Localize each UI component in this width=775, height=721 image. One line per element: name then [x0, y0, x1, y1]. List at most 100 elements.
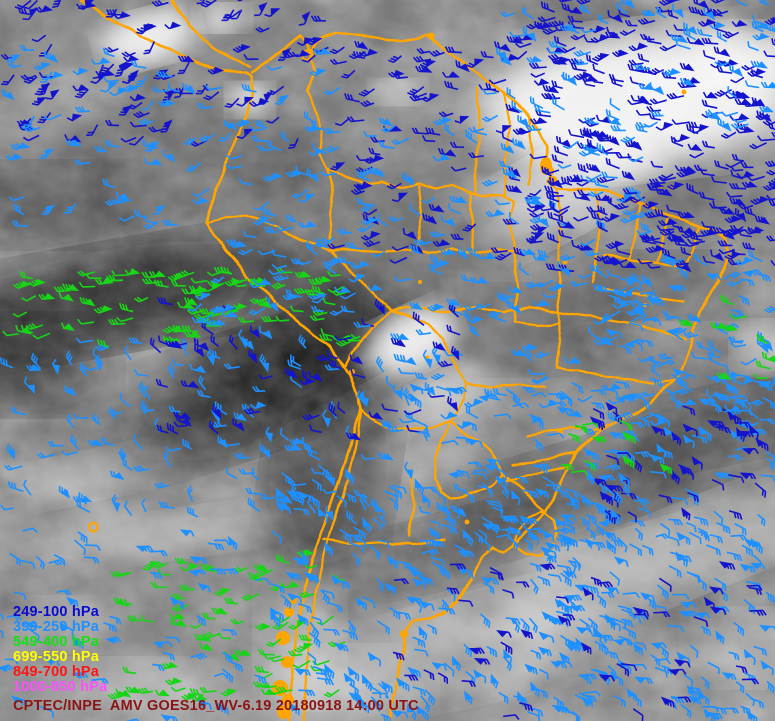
wind-barb — [280, 593, 292, 609]
wind-barb — [656, 584, 669, 600]
wind-barb — [417, 431, 431, 438]
legend-item: 699-550 hPa — [13, 649, 100, 665]
wind-barb — [177, 61, 190, 75]
wind-barb — [198, 642, 213, 652]
wind-barb — [731, 248, 746, 256]
wind-barb — [326, 349, 339, 360]
wind-barb — [444, 46, 462, 54]
wind-barb — [230, 618, 244, 625]
wind-barb — [285, 214, 298, 223]
wind-barb — [231, 277, 249, 283]
wind-barb — [353, 526, 366, 540]
wind-barb — [582, 690, 601, 697]
wind-barb — [458, 599, 474, 607]
wind-barb — [358, 88, 375, 97]
wind-barb — [441, 71, 461, 78]
wind-barb — [65, 139, 82, 147]
wind-barb — [109, 406, 118, 420]
wind-barb — [658, 176, 677, 182]
wind-barb — [760, 474, 775, 482]
wind-barb — [231, 9, 243, 20]
wind-barb — [479, 613, 491, 628]
wind-barb — [323, 260, 337, 275]
wind-barb — [111, 270, 129, 277]
wind-barb — [412, 596, 423, 614]
wind-barb — [352, 552, 361, 567]
wind-barb — [410, 92, 427, 99]
wind-barb — [719, 207, 736, 215]
wind-barb — [605, 484, 624, 493]
wind-barb — [317, 464, 330, 480]
wind-barb — [157, 297, 173, 306]
wind-barb — [594, 640, 606, 654]
wind-barb — [728, 474, 745, 484]
wind-barb — [620, 0, 635, 9]
wind-barb — [725, 383, 739, 395]
wind-barb — [415, 704, 429, 721]
wind-barb — [189, 687, 204, 697]
state-border — [555, 310, 688, 342]
wind-barb — [249, 278, 266, 288]
wind-barb — [430, 254, 442, 266]
wind-barb — [336, 494, 347, 508]
wind-barb — [499, 55, 512, 66]
wind-barb — [533, 438, 544, 452]
wind-barb — [583, 127, 601, 139]
wind-barb — [530, 413, 544, 429]
wind-barb — [560, 519, 575, 526]
wind-barb — [548, 40, 564, 49]
wind-barb — [671, 469, 680, 485]
wind-barb — [490, 246, 508, 254]
wind-barb — [533, 464, 549, 474]
wind-barb — [710, 712, 723, 720]
wind-barb — [530, 649, 542, 660]
wind-barb — [367, 651, 381, 667]
wind-barb — [635, 495, 647, 509]
wind-barb — [610, 449, 627, 458]
wind-barb — [746, 580, 763, 590]
wind-barb — [196, 389, 211, 398]
wind-barb — [671, 119, 690, 125]
wind-barb — [757, 513, 766, 527]
wind-barb — [642, 201, 659, 210]
wind-barb — [556, 406, 576, 416]
wind-barb — [583, 448, 600, 462]
wind-barb — [628, 322, 644, 332]
wind-barb — [619, 344, 632, 355]
wind-barb — [375, 356, 385, 373]
wind-barb — [644, 211, 661, 219]
wind-barb — [432, 239, 451, 247]
wind-barb — [344, 492, 357, 504]
wind-barb — [78, 281, 96, 288]
wind-barb — [131, 60, 147, 69]
coastline-central-america-pacific — [170, 0, 250, 70]
wind-barb — [613, 695, 626, 707]
wind-barb — [275, 487, 286, 503]
wind-barb — [263, 654, 282, 660]
wind-barb — [485, 500, 503, 509]
wind-barb — [553, 209, 569, 217]
wind-barb — [255, 568, 274, 577]
wind-barb — [700, 676, 710, 690]
wind-barb — [454, 544, 466, 557]
wind-barb — [275, 503, 292, 514]
wind-barb — [686, 183, 699, 195]
wind-barb — [668, 234, 687, 243]
wind-barb — [579, 238, 595, 247]
state-border — [554, 310, 562, 370]
wind-barb — [741, 181, 758, 188]
wind-barb — [180, 338, 189, 357]
wind-barb — [58, 485, 71, 499]
state-border — [512, 320, 559, 327]
wind-barb — [750, 538, 763, 555]
wind-barb — [708, 21, 726, 30]
wind-barb — [622, 286, 642, 297]
wind-barb — [360, 216, 379, 226]
wind-barb — [211, 276, 225, 284]
wind-barb — [478, 393, 499, 402]
wind-barb — [134, 368, 148, 377]
wind-barb — [165, 677, 183, 686]
wind-barb — [570, 470, 589, 476]
wind-barb — [102, 178, 115, 189]
wind-barb — [502, 167, 518, 179]
